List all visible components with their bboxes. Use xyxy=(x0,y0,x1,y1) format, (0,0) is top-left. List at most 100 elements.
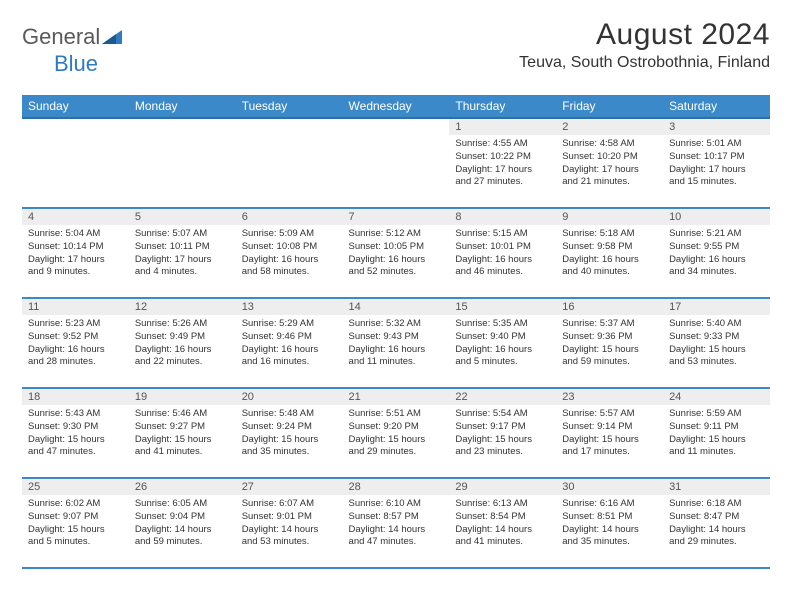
day-details: Sunrise: 5:23 AMSunset: 9:52 PMDaylight:… xyxy=(22,315,129,373)
day-number: 28 xyxy=(343,479,450,495)
weekday-header: Saturday xyxy=(663,95,770,118)
calendar-day-cell: 20Sunrise: 5:48 AMSunset: 9:24 PMDayligh… xyxy=(236,388,343,478)
day-number: 26 xyxy=(129,479,236,495)
day-details: Sunrise: 6:18 AMSunset: 8:47 PMDaylight:… xyxy=(663,495,770,553)
day-details: Sunrise: 5:46 AMSunset: 9:27 PMDaylight:… xyxy=(129,405,236,463)
weekday-header: Tuesday xyxy=(236,95,343,118)
day-details: Sunrise: 6:02 AMSunset: 9:07 PMDaylight:… xyxy=(22,495,129,553)
calendar-day-cell: 17Sunrise: 5:40 AMSunset: 9:33 PMDayligh… xyxy=(663,298,770,388)
weekday-header-row: SundayMondayTuesdayWednesdayThursdayFrid… xyxy=(22,95,770,118)
day-number: 12 xyxy=(129,299,236,315)
calendar-day-cell xyxy=(22,118,129,208)
calendar-week-row: 25Sunrise: 6:02 AMSunset: 9:07 PMDayligh… xyxy=(22,478,770,568)
day-details: Sunrise: 5:40 AMSunset: 9:33 PMDaylight:… xyxy=(663,315,770,373)
day-details: Sunrise: 4:55 AMSunset: 10:22 PMDaylight… xyxy=(449,135,556,193)
day-details: Sunrise: 6:16 AMSunset: 8:51 PMDaylight:… xyxy=(556,495,663,553)
day-number: 9 xyxy=(556,209,663,225)
calendar-day-cell: 30Sunrise: 6:16 AMSunset: 8:51 PMDayligh… xyxy=(556,478,663,568)
calendar-table: SundayMondayTuesdayWednesdayThursdayFrid… xyxy=(22,95,770,569)
day-details: Sunrise: 5:37 AMSunset: 9:36 PMDaylight:… xyxy=(556,315,663,373)
day-number: 5 xyxy=(129,209,236,225)
day-number: 11 xyxy=(22,299,129,315)
title-block: August 2024 Teuva, South Ostrobothnia, F… xyxy=(519,18,770,72)
calendar-week-row: 18Sunrise: 5:43 AMSunset: 9:30 PMDayligh… xyxy=(22,388,770,478)
day-number: 2 xyxy=(556,119,663,135)
day-details: Sunrise: 5:01 AMSunset: 10:17 PMDaylight… xyxy=(663,135,770,193)
day-number: 25 xyxy=(22,479,129,495)
weekday-header: Friday xyxy=(556,95,663,118)
calendar-day-cell: 18Sunrise: 5:43 AMSunset: 9:30 PMDayligh… xyxy=(22,388,129,478)
weekday-header: Sunday xyxy=(22,95,129,118)
day-number: 8 xyxy=(449,209,556,225)
day-number: 15 xyxy=(449,299,556,315)
calendar-day-cell: 3Sunrise: 5:01 AMSunset: 10:17 PMDayligh… xyxy=(663,118,770,208)
day-details: Sunrise: 5:21 AMSunset: 9:55 PMDaylight:… xyxy=(663,225,770,283)
location-text: Teuva, South Ostrobothnia, Finland xyxy=(519,54,770,72)
day-details: Sunrise: 5:32 AMSunset: 9:43 PMDaylight:… xyxy=(343,315,450,373)
day-number: 21 xyxy=(343,389,450,405)
day-details: Sunrise: 6:07 AMSunset: 9:01 PMDaylight:… xyxy=(236,495,343,553)
calendar-day-cell: 6Sunrise: 5:09 AMSunset: 10:08 PMDayligh… xyxy=(236,208,343,298)
calendar-day-cell: 8Sunrise: 5:15 AMSunset: 10:01 PMDayligh… xyxy=(449,208,556,298)
calendar-day-cell: 22Sunrise: 5:54 AMSunset: 9:17 PMDayligh… xyxy=(449,388,556,478)
logo-text-blue: Blue xyxy=(54,51,98,76)
day-number: 13 xyxy=(236,299,343,315)
weekday-header: Monday xyxy=(129,95,236,118)
day-details: Sunrise: 5:48 AMSunset: 9:24 PMDaylight:… xyxy=(236,405,343,463)
day-number: 30 xyxy=(556,479,663,495)
day-details: Sunrise: 5:07 AMSunset: 10:11 PMDaylight… xyxy=(129,225,236,283)
day-number: 29 xyxy=(449,479,556,495)
day-details: Sunrise: 5:29 AMSunset: 9:46 PMDaylight:… xyxy=(236,315,343,373)
day-number: 31 xyxy=(663,479,770,495)
day-number: 4 xyxy=(22,209,129,225)
day-number: 7 xyxy=(343,209,450,225)
calendar-day-cell: 28Sunrise: 6:10 AMSunset: 8:57 PMDayligh… xyxy=(343,478,450,568)
calendar-week-row: 4Sunrise: 5:04 AMSunset: 10:14 PMDayligh… xyxy=(22,208,770,298)
day-number: 24 xyxy=(663,389,770,405)
day-number: 18 xyxy=(22,389,129,405)
calendar-day-cell: 7Sunrise: 5:12 AMSunset: 10:05 PMDayligh… xyxy=(343,208,450,298)
weekday-header: Thursday xyxy=(449,95,556,118)
calendar-day-cell: 27Sunrise: 6:07 AMSunset: 9:01 PMDayligh… xyxy=(236,478,343,568)
header: General Blue August 2024 Teuva, South Os… xyxy=(22,18,770,85)
calendar-day-cell xyxy=(343,118,450,208)
calendar-day-cell xyxy=(236,118,343,208)
day-number: 1 xyxy=(449,119,556,135)
day-details: Sunrise: 4:58 AMSunset: 10:20 PMDaylight… xyxy=(556,135,663,193)
day-details: Sunrise: 5:59 AMSunset: 9:11 PMDaylight:… xyxy=(663,405,770,463)
day-number: 14 xyxy=(343,299,450,315)
calendar-day-cell xyxy=(129,118,236,208)
day-details: Sunrise: 5:18 AMSunset: 9:58 PMDaylight:… xyxy=(556,225,663,283)
day-details: Sunrise: 5:57 AMSunset: 9:14 PMDaylight:… xyxy=(556,405,663,463)
day-number: 20 xyxy=(236,389,343,405)
calendar-day-cell: 2Sunrise: 4:58 AMSunset: 10:20 PMDayligh… xyxy=(556,118,663,208)
calendar-day-cell: 19Sunrise: 5:46 AMSunset: 9:27 PMDayligh… xyxy=(129,388,236,478)
calendar-day-cell: 11Sunrise: 5:23 AMSunset: 9:52 PMDayligh… xyxy=(22,298,129,388)
day-number: 19 xyxy=(129,389,236,405)
calendar-day-cell: 16Sunrise: 5:37 AMSunset: 9:36 PMDayligh… xyxy=(556,298,663,388)
calendar-day-cell: 5Sunrise: 5:07 AMSunset: 10:11 PMDayligh… xyxy=(129,208,236,298)
calendar-day-cell: 24Sunrise: 5:59 AMSunset: 9:11 PMDayligh… xyxy=(663,388,770,478)
day-details: Sunrise: 5:51 AMSunset: 9:20 PMDaylight:… xyxy=(343,405,450,463)
day-number: 27 xyxy=(236,479,343,495)
calendar-day-cell: 9Sunrise: 5:18 AMSunset: 9:58 PMDaylight… xyxy=(556,208,663,298)
calendar-day-cell: 31Sunrise: 6:18 AMSunset: 8:47 PMDayligh… xyxy=(663,478,770,568)
calendar-day-cell: 29Sunrise: 6:13 AMSunset: 8:54 PMDayligh… xyxy=(449,478,556,568)
day-details: Sunrise: 5:26 AMSunset: 9:49 PMDaylight:… xyxy=(129,315,236,373)
calendar-day-cell: 13Sunrise: 5:29 AMSunset: 9:46 PMDayligh… xyxy=(236,298,343,388)
day-number: 17 xyxy=(663,299,770,315)
day-details: Sunrise: 6:05 AMSunset: 9:04 PMDaylight:… xyxy=(129,495,236,553)
calendar-day-cell: 4Sunrise: 5:04 AMSunset: 10:14 PMDayligh… xyxy=(22,208,129,298)
day-number: 10 xyxy=(663,209,770,225)
day-details: Sunrise: 5:09 AMSunset: 10:08 PMDaylight… xyxy=(236,225,343,283)
calendar-week-row: 11Sunrise: 5:23 AMSunset: 9:52 PMDayligh… xyxy=(22,298,770,388)
day-number: 22 xyxy=(449,389,556,405)
day-details: Sunrise: 6:10 AMSunset: 8:57 PMDaylight:… xyxy=(343,495,450,553)
day-number: 6 xyxy=(236,209,343,225)
calendar-day-cell: 14Sunrise: 5:32 AMSunset: 9:43 PMDayligh… xyxy=(343,298,450,388)
calendar-day-cell: 21Sunrise: 5:51 AMSunset: 9:20 PMDayligh… xyxy=(343,388,450,478)
calendar-day-cell: 1Sunrise: 4:55 AMSunset: 10:22 PMDayligh… xyxy=(449,118,556,208)
calendar-day-cell: 26Sunrise: 6:05 AMSunset: 9:04 PMDayligh… xyxy=(129,478,236,568)
day-details: Sunrise: 5:35 AMSunset: 9:40 PMDaylight:… xyxy=(449,315,556,373)
logo-triangle-icon xyxy=(102,30,122,49)
